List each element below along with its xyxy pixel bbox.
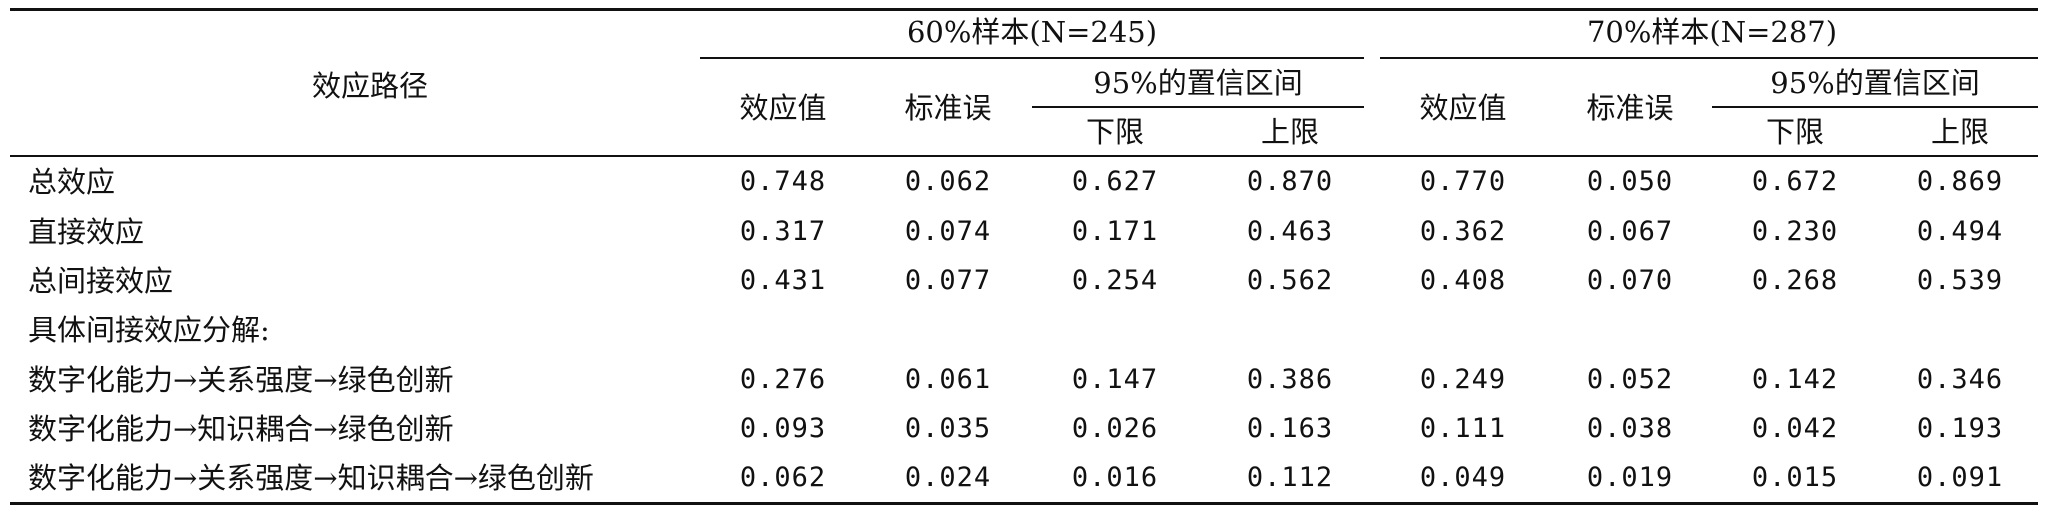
table-cell: 0.026 — [1071, 413, 1159, 444]
table-cell: 0.672 — [1751, 166, 1839, 197]
table-cell: 0.748 — [739, 166, 827, 197]
table-cell: 0.362 — [1419, 216, 1507, 247]
table-cell: 0.539 — [1916, 265, 2004, 296]
table-cell: 0.050 — [1586, 166, 1674, 197]
row-label: 数字化能力→关系强度→绿色创新 — [28, 363, 454, 397]
table-cell: 0.049 — [1419, 462, 1507, 493]
table-cell: 0.431 — [739, 265, 827, 296]
table-cell: 0.276 — [739, 364, 827, 395]
table-cell: 0.171 — [1071, 216, 1159, 247]
table-cell: 0.254 — [1071, 265, 1159, 296]
table-cell: 0.147 — [1071, 364, 1159, 395]
row-label: 数字化能力→知识耦合→绿色创新 — [28, 412, 454, 446]
g2-se-header: 标准误 — [1586, 91, 1674, 125]
header-bottom-rule — [10, 155, 2038, 157]
row-label: 总效应 — [28, 165, 116, 199]
table-cell: 0.091 — [1916, 462, 2004, 493]
g2-ci-header: 95%的置信区间 — [1770, 66, 1980, 100]
table-cell: 0.062 — [739, 462, 827, 493]
table-cell: 0.562 — [1246, 265, 1334, 296]
ci2-rule — [1712, 106, 2038, 108]
g2-effect-header: 效应值 — [1419, 91, 1507, 125]
table-cell: 0.249 — [1419, 364, 1507, 395]
table-cell: 0.193 — [1916, 413, 2004, 444]
g1-ci-header: 95%的置信区间 — [1093, 66, 1303, 100]
g1-effect-header: 效应值 — [739, 91, 827, 125]
path-header: 效应路径 — [311, 69, 429, 103]
table-cell: 0.070 — [1586, 265, 1674, 296]
table-cell: 0.463 — [1246, 216, 1334, 247]
table-cell: 0.111 — [1419, 413, 1507, 444]
table-cell: 0.074 — [904, 216, 992, 247]
table-cell: 0.386 — [1246, 364, 1334, 395]
row-label: 总间接效应 — [28, 264, 174, 298]
table-cell: 0.016 — [1071, 462, 1159, 493]
ci1-rule — [1032, 106, 1364, 108]
row-label: 数字化能力→关系强度→知识耦合→绿色创新 — [28, 461, 594, 495]
table-cell: 0.869 — [1916, 166, 2004, 197]
table-cell: 0.019 — [1586, 462, 1674, 493]
table-cell: 0.870 — [1246, 166, 1334, 197]
group2-header: 70%样本(N=287) — [1586, 15, 1838, 49]
table-cell: 0.112 — [1246, 462, 1334, 493]
g2-lower-header: 下限 — [1765, 115, 1825, 149]
table-cell: 0.035 — [904, 413, 992, 444]
table-cell: 0.494 — [1916, 216, 2004, 247]
table-cell: 0.142 — [1751, 364, 1839, 395]
g2-upper-header: 上限 — [1930, 115, 1990, 149]
g1-se-header: 标准误 — [904, 91, 992, 125]
top-rule — [10, 8, 2038, 11]
bottom-rule — [10, 502, 2038, 505]
table-cell: 0.061 — [904, 364, 992, 395]
table-cell: 0.038 — [1586, 413, 1674, 444]
table-cell: 0.627 — [1071, 166, 1159, 197]
table-cell: 0.408 — [1419, 265, 1507, 296]
table-cell: 0.052 — [1586, 364, 1674, 395]
g1-lower-header: 下限 — [1085, 115, 1145, 149]
group1-rule — [700, 57, 1364, 59]
table-cell: 0.230 — [1751, 216, 1839, 247]
group2-rule — [1380, 57, 2038, 59]
row-label: 直接效应 — [28, 215, 145, 249]
table-cell: 0.317 — [739, 216, 827, 247]
g1-upper-header: 上限 — [1260, 115, 1320, 149]
table-cell: 0.268 — [1751, 265, 1839, 296]
table-cell: 0.024 — [904, 462, 992, 493]
table-cell: 0.077 — [904, 265, 992, 296]
table-cell: 0.093 — [739, 413, 827, 444]
table-cell: 0.770 — [1419, 166, 1507, 197]
table-cell: 0.015 — [1751, 462, 1839, 493]
table-cell: 0.346 — [1916, 364, 2004, 395]
table-cell: 0.067 — [1586, 216, 1674, 247]
table-cell: 0.163 — [1246, 413, 1334, 444]
table-cell: 0.062 — [904, 166, 992, 197]
table-cell: 0.042 — [1751, 413, 1839, 444]
group1-header: 60%样本(N=245) — [906, 15, 1158, 49]
row-label: 具体间接效应分解: — [28, 313, 270, 347]
